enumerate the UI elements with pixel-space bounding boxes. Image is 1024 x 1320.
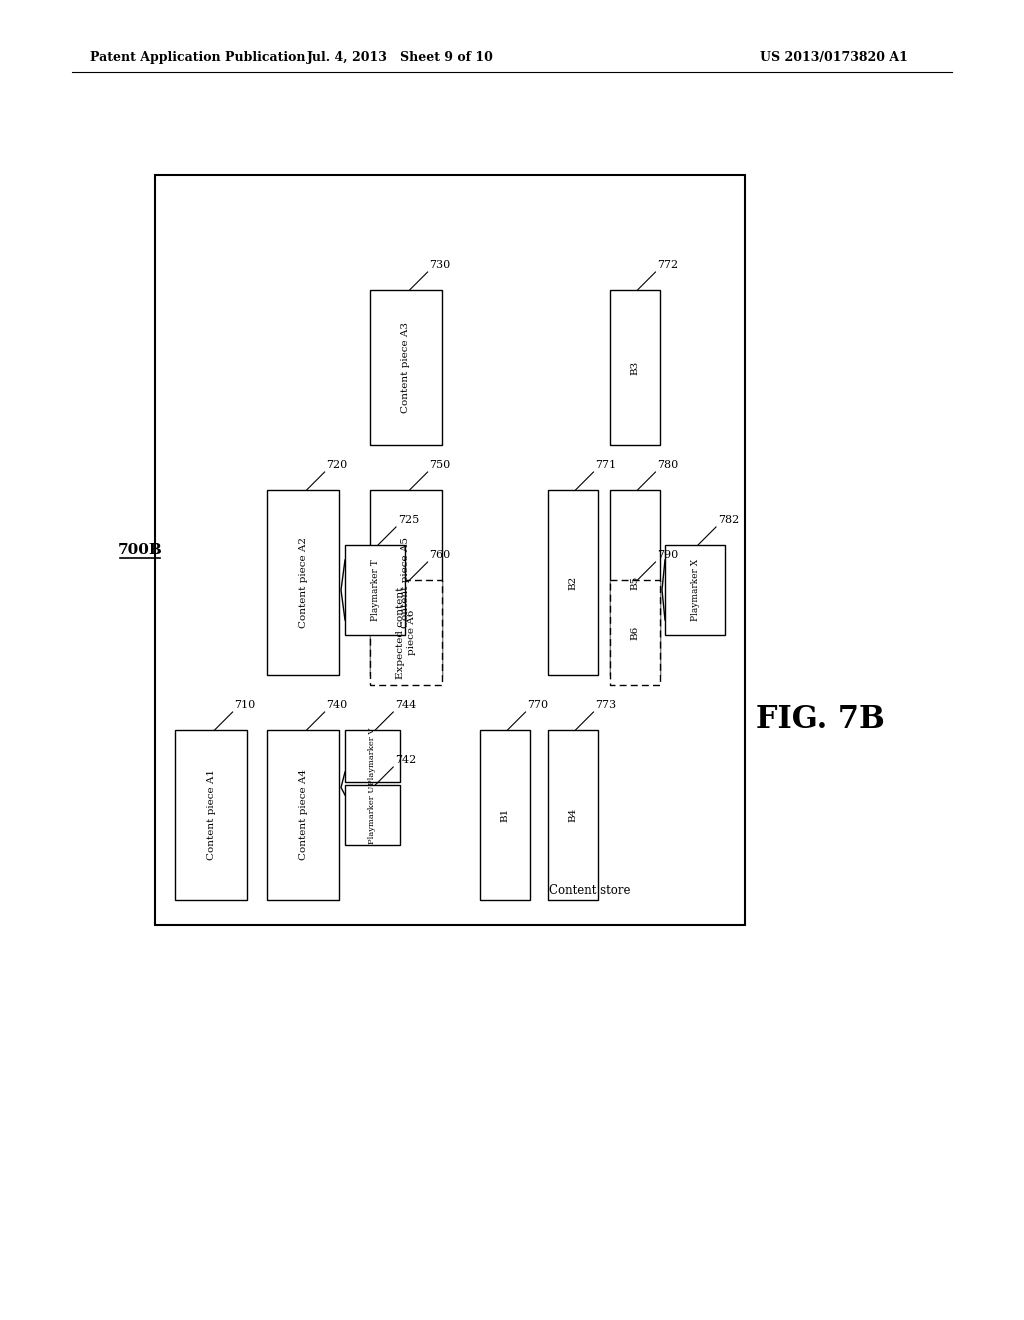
Text: Playmarker V: Playmarker V (369, 727, 377, 784)
Text: B3: B3 (631, 360, 640, 375)
Text: 750: 750 (430, 459, 451, 470)
Text: Content piece A2: Content piece A2 (299, 537, 307, 628)
Text: Content piece A5: Content piece A5 (401, 537, 411, 628)
Text: Playmarker U: Playmarker U (369, 785, 377, 845)
Text: Expected content
piece A6: Expected content piece A6 (396, 586, 416, 678)
Text: 725: 725 (398, 515, 419, 525)
Text: 760: 760 (430, 550, 451, 560)
Text: Content piece A4: Content piece A4 (299, 770, 307, 861)
Text: B5: B5 (631, 576, 640, 590)
Bar (610, 579, 660, 685)
Bar (345, 730, 400, 781)
Text: B2: B2 (568, 576, 578, 590)
Bar (548, 730, 598, 900)
Text: Content piece A3: Content piece A3 (401, 322, 411, 413)
Bar (267, 490, 339, 675)
Text: B4: B4 (568, 808, 578, 822)
Text: 720: 720 (327, 459, 348, 470)
Text: 772: 772 (657, 260, 679, 271)
Bar (267, 730, 339, 900)
Text: 780: 780 (657, 459, 679, 470)
Text: FIG. 7B: FIG. 7B (756, 705, 885, 735)
Bar (480, 730, 530, 900)
Text: 710: 710 (234, 700, 256, 710)
Text: 730: 730 (430, 260, 451, 271)
Text: Playmarker T: Playmarker T (371, 560, 380, 620)
Text: B1: B1 (501, 808, 510, 822)
Text: 771: 771 (596, 459, 616, 470)
Text: 790: 790 (657, 550, 679, 560)
Bar (548, 490, 598, 675)
Text: Patent Application Publication: Patent Application Publication (90, 51, 305, 65)
Bar (155, 176, 745, 925)
Bar (610, 490, 660, 675)
Text: Playmarker X: Playmarker X (690, 558, 699, 622)
Bar (610, 290, 660, 445)
Text: B6: B6 (631, 626, 640, 640)
Bar (665, 545, 725, 635)
Text: 782: 782 (718, 515, 739, 525)
Text: 740: 740 (327, 700, 348, 710)
Text: US 2013/0173820 A1: US 2013/0173820 A1 (760, 51, 908, 65)
Bar (345, 785, 400, 845)
Text: 700B: 700B (118, 543, 163, 557)
Bar (370, 490, 442, 675)
Text: Jul. 4, 2013   Sheet 9 of 10: Jul. 4, 2013 Sheet 9 of 10 (306, 51, 494, 65)
Text: 742: 742 (395, 755, 417, 766)
Bar (175, 730, 247, 900)
Text: Content store: Content store (549, 883, 631, 896)
Text: 744: 744 (395, 700, 417, 710)
Bar (370, 290, 442, 445)
Text: 770: 770 (527, 700, 549, 710)
Text: Content piece A1: Content piece A1 (207, 770, 215, 861)
Bar (345, 545, 406, 635)
Bar (370, 579, 442, 685)
Text: 773: 773 (596, 700, 616, 710)
